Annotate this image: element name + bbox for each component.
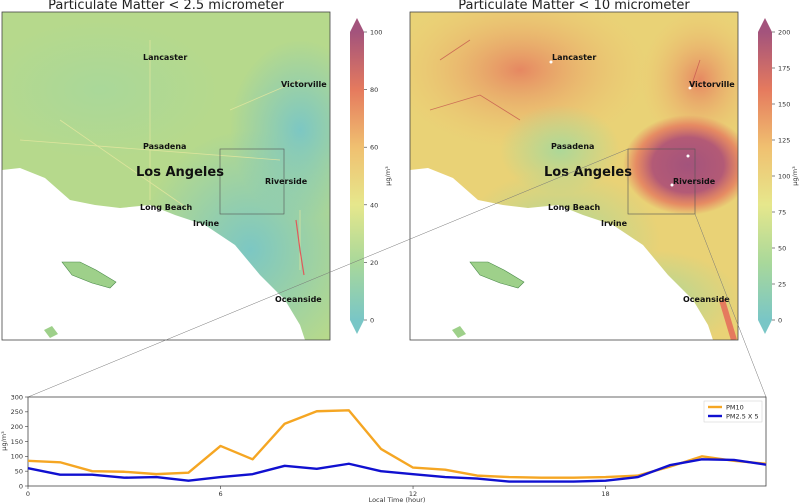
colorbar-tick-label: 125 — [778, 137, 790, 145]
colorbar-tick-label: 100 — [778, 173, 790, 181]
colorbar-unit-pm10: μg/m³ — [791, 166, 799, 186]
colorbar-pm25: 0 20 40 60 80 100 μg/m³ — [350, 18, 392, 334]
y-tick-label: 50 — [15, 467, 23, 475]
legend-label: PM10 — [726, 403, 744, 411]
map-pm25: Lancaster Victorville Pasadena Los Angel… — [2, 12, 330, 340]
city-label-riverside: Riverside — [673, 177, 716, 186]
y-axis-label: μg/m³ — [0, 431, 8, 451]
city-label-pasadena: Pasadena — [551, 142, 594, 151]
colorbar-unit-pm25: μg/m³ — [384, 166, 392, 186]
series-line-pm2-5-x-5 — [27, 458, 767, 483]
colorbar-tick-label: 50 — [778, 245, 786, 253]
y-tick-label: 200 — [11, 423, 23, 431]
map-title-pm25: Particulate Matter < 2.5 micrometer — [48, 0, 284, 13]
colorbar-extend-top — [350, 18, 364, 32]
plot-area — [27, 396, 767, 487]
city-label-long-beach: Long Beach — [140, 203, 192, 212]
city-label-lancaster: Lancaster — [143, 53, 187, 62]
city-label-victorville: Victorville — [281, 80, 327, 89]
colorbar-extend-bottom — [350, 320, 364, 334]
zoom-connector-left — [27, 148, 629, 398]
colorbar-tick-label: 60 — [370, 144, 378, 152]
x-tick-label: 6 — [218, 490, 222, 498]
city-label-oceanside: Oceanside — [683, 295, 730, 304]
city-label-irvine: Irvine — [601, 219, 628, 228]
y-tick-label: 250 — [11, 408, 23, 416]
city-label-los-angeles: Los Angeles — [136, 165, 224, 180]
colorbar-tick-label: 100 — [370, 29, 382, 37]
y-tick-label: 100 — [11, 453, 23, 461]
colorbar-tick-label: 75 — [778, 209, 786, 217]
x-axis-label: Local Time (hour) — [369, 496, 426, 504]
colorbar-tick-label: 175 — [778, 65, 790, 73]
colorbar-tick-label: 40 — [370, 201, 378, 209]
colorbar-extend-bottom — [758, 320, 772, 334]
city-label-long-beach: Long Beach — [548, 203, 600, 212]
city-label-irvine: Irvine — [193, 219, 220, 228]
legend-label: PM2.5 X 5 — [726, 412, 759, 420]
x-tick-label: 12 — [409, 490, 417, 498]
colorbar-tick-label: 0 — [370, 317, 374, 325]
colorbar-tick-label: 25 — [778, 281, 786, 289]
colorbar-tick-label: 150 — [778, 101, 790, 109]
city-label-lancaster: Lancaster — [552, 53, 596, 62]
x-tick-label: 0 — [26, 490, 30, 498]
zoom-connector-right — [694, 213, 767, 398]
x-tick-label: 18 — [601, 490, 609, 498]
y-tick-label: 0 — [19, 482, 23, 490]
y-tick-label: 150 — [11, 438, 23, 446]
city-label-oceanside: Oceanside — [275, 295, 322, 304]
city-label-riverside: Riverside — [265, 177, 308, 186]
city-label-pasadena: Pasadena — [143, 142, 186, 151]
colorbar-tick-label: 20 — [370, 259, 378, 267]
map-pm10: Lancaster Victorville Pasadena Los Angel… — [410, 12, 738, 340]
y-tick-label: 300 — [11, 393, 23, 401]
colorbar-extend-top — [758, 18, 772, 32]
map-title-pm10: Particulate Matter < 10 micrometer — [458, 0, 690, 13]
colorbar-tick-label: 200 — [778, 29, 790, 37]
city-label-los-angeles: Los Angeles — [544, 165, 632, 180]
colorbar-tick-label: 0 — [778, 317, 782, 325]
colorbar-tick-label: 80 — [370, 86, 378, 94]
time-series-chart: 0 50 100 150 200 250 300 0 6 12 18 Local Time (ho… — [0, 393, 767, 504]
colorbar-pm10: 0 25 50 75 100 125 150 175 200 μg/m³ — [758, 18, 799, 334]
city-label-victorville: Victorville — [689, 80, 735, 89]
